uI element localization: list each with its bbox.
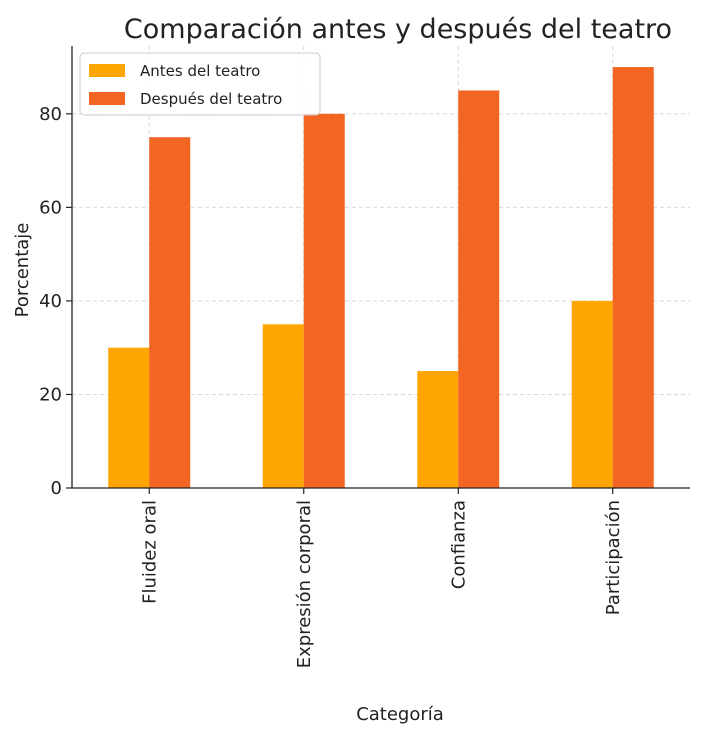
bar-despues-1 xyxy=(303,113,345,489)
legend: Antes del teatro Después del teatro xyxy=(79,52,321,116)
x-tick-label: Fluidez oral xyxy=(139,500,160,604)
legend-label-despues: Después del teatro xyxy=(140,90,282,108)
bar-antes-0 xyxy=(108,347,150,488)
x-tick-label: Confianza xyxy=(448,500,469,589)
y-tick-label: 20 xyxy=(39,384,62,405)
y-tick-label: 40 xyxy=(39,291,62,312)
x-tick-label: Participación xyxy=(603,500,624,615)
legend-swatch-despues xyxy=(89,92,125,105)
x-axis-label: Categoría xyxy=(356,704,444,725)
chart-title: Comparación antes y después del teatro xyxy=(124,14,672,45)
x-ticks: Fluidez oral Expresión corporal Confianza P… xyxy=(139,488,624,668)
y-ticks: 0 20 40 60 80 xyxy=(39,104,72,499)
y-axis-label: Porcentaje xyxy=(12,223,33,318)
y-tick-label: 0 xyxy=(51,478,62,499)
bar-antes-3 xyxy=(571,300,613,488)
bar-despues-2 xyxy=(458,90,500,488)
bar-antes-1 xyxy=(262,324,304,488)
legend-swatch-antes xyxy=(89,64,125,77)
bar-despues-0 xyxy=(149,137,191,488)
axes xyxy=(71,46,690,489)
y-tick-label: 80 xyxy=(39,104,62,125)
y-tick-label: 60 xyxy=(39,197,62,218)
legend-frame xyxy=(79,52,321,116)
x-tick-label: Expresión corporal xyxy=(294,500,315,668)
bar-despues-3 xyxy=(612,67,654,489)
bar-antes-2 xyxy=(417,371,459,488)
legend-label-antes: Antes del teatro xyxy=(140,62,260,80)
bars xyxy=(108,67,654,489)
